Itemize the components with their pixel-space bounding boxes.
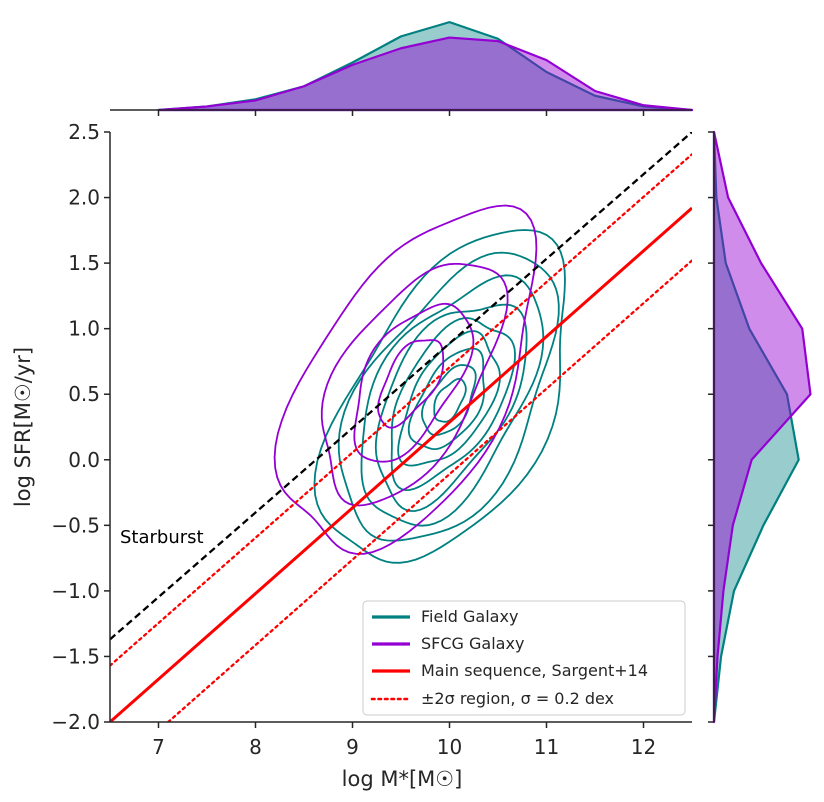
- right-marginal-field: [712, 130, 800, 724]
- y-tick-label: 0.5: [68, 382, 100, 406]
- x-axis-label: log M*[M☉]: [342, 767, 463, 791]
- y-tick-label: −1.5: [51, 644, 100, 668]
- y-tick-label: −0.5: [51, 513, 100, 537]
- y-tick-label: 2.0: [68, 186, 100, 210]
- legend: Field Galaxy SFCG Galaxy Main sequence, …: [362, 600, 686, 716]
- field-contour-level-5: [390, 317, 516, 492]
- legend-label-field: Field Galaxy: [421, 607, 518, 626]
- kde-contours: [273, 204, 566, 564]
- starburst-annotation: Starburst: [120, 527, 204, 548]
- x-tick-label: 12: [631, 735, 656, 759]
- sigma-bound-line-2: [167, 259, 692, 722]
- field-contour-level-4: [374, 303, 528, 512]
- top-marginal-field: [157, 21, 694, 112]
- field-contour-level-2: [337, 251, 560, 542]
- sfcg-contour-level-1: [273, 204, 538, 555]
- x-tick-label: 10: [437, 735, 462, 759]
- sfcg-contour-level-4: [377, 339, 445, 429]
- legend-box: [362, 600, 686, 716]
- y-tick-label: 1.5: [68, 251, 100, 275]
- sfcg-contour-level-2: [320, 263, 509, 507]
- y-tick-label: 1.0: [68, 317, 100, 341]
- sigma-bound-line-1: [110, 153, 692, 667]
- legend-swatches: [370, 615, 412, 701]
- field-contour-level-9: [433, 378, 467, 423]
- right-marginal-panel: [708, 130, 812, 724]
- top-marginal-panel: [110, 21, 694, 116]
- field-contour-level-1: [313, 229, 566, 564]
- main-axes: [104, 131, 692, 728]
- top-marginal-sfcg: [157, 36, 694, 112]
- y-tick-label: 2.5: [68, 120, 100, 144]
- x-tick-label: 7: [152, 735, 165, 759]
- legend-label-2sigma: ±2σ region, σ = 0.2 dex: [421, 689, 614, 708]
- y-tick-label: −1.0: [51, 579, 100, 603]
- sfcg-contour-level-3: [353, 302, 475, 463]
- right-marginal-sfcg: [712, 130, 812, 724]
- y-axis-label: log SFR[M☉/yr]: [11, 347, 35, 507]
- starburst-boundary-line: [110, 132, 692, 641]
- y-tick-label: −2.0: [51, 710, 100, 734]
- legend-label-sfcg: SFCG Galaxy: [421, 634, 524, 653]
- x-tick-label: 8: [249, 735, 262, 759]
- x-tick-label: 11: [534, 735, 559, 759]
- reference-lines: [110, 132, 692, 722]
- y-tick-label: 0.0: [68, 448, 100, 472]
- x-tick-label: 9: [346, 735, 359, 759]
- tick-labels: 7 8 9 10 11 12 −2.0 −1.5 −1.0 −0.5 0.0 0.5 1.0 1.5 2.0…: [51, 120, 656, 759]
- legend-label-main-sequence: Main sequence, Sargent+14: [421, 661, 648, 680]
- main-sequence-line: [110, 206, 692, 722]
